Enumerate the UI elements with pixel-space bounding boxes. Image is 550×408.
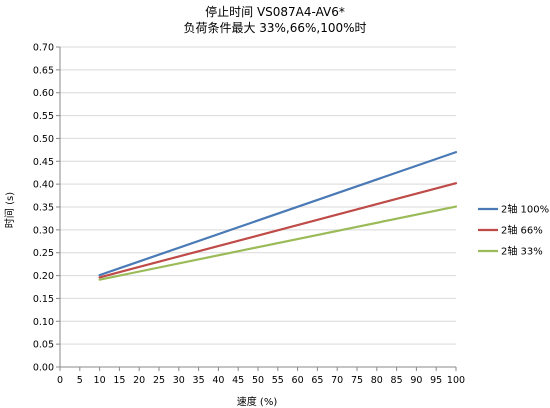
y-tick-label: 0.70 xyxy=(33,43,54,54)
y-tick-label: 0.55 xyxy=(33,111,54,122)
x-tick-label: 80 xyxy=(371,375,383,386)
y-tick-label: 0.30 xyxy=(33,225,54,236)
x-tick-label: 0 xyxy=(57,375,63,386)
x-tick-label: 85 xyxy=(391,375,403,386)
x-tick-label: 10 xyxy=(94,375,106,386)
y-tick-label: 0.45 xyxy=(33,157,54,168)
chart-title: 停止时间 VS087A4-AV6* xyxy=(205,5,345,19)
x-tick-label: 5 xyxy=(77,375,83,386)
x-tick-label: 25 xyxy=(153,375,165,386)
legend: 2轴 100% 2轴 66% 2轴 33% xyxy=(478,203,549,258)
series-line xyxy=(98,151,458,277)
y-tick-label: 0.05 xyxy=(33,340,54,351)
y-tick-label: 0.60 xyxy=(33,88,54,99)
x-tick-label: 75 xyxy=(351,375,363,386)
series-line xyxy=(98,182,458,279)
y-axis-title: 时间 (s) xyxy=(3,192,16,228)
x-tick-label: 45 xyxy=(232,375,244,386)
x-tick-label: 60 xyxy=(292,375,304,386)
y-tick-label: 0.10 xyxy=(33,317,54,328)
series-line xyxy=(98,205,458,281)
x-tick-label: 15 xyxy=(113,375,125,386)
y-tick-label: 0.65 xyxy=(33,65,54,76)
legend-label: 2轴 100% xyxy=(501,203,549,216)
x-tick-label: 70 xyxy=(331,375,343,386)
series-lines xyxy=(98,151,458,281)
x-tick-label: 40 xyxy=(212,375,224,386)
y-tick-label: 0.00 xyxy=(33,363,54,374)
x-tick-label: 50 xyxy=(252,375,264,386)
y-tick-label: 0.35 xyxy=(33,203,54,214)
x-tick-labels: 0 5 10 15 20 25 30 35 40 45 50 55 60 65 70 75 80 85 90 95 10… xyxy=(57,375,465,386)
x-tick-label: 95 xyxy=(430,375,442,386)
y-tick-label: 0.15 xyxy=(33,294,54,305)
x-tick-label: 65 xyxy=(311,375,323,386)
y-tick-label: 0.25 xyxy=(33,248,54,259)
gridlines xyxy=(60,46,456,345)
y-tick-label: 0.50 xyxy=(33,134,54,145)
x-tick-label: 55 xyxy=(272,375,284,386)
y-tick-label: 0.20 xyxy=(33,271,54,282)
x-tick-label: 30 xyxy=(173,375,185,386)
x-tick-label: 35 xyxy=(193,375,205,386)
y-tick-label: 0.40 xyxy=(33,180,54,191)
x-tick-label: 100 xyxy=(447,375,465,386)
legend-label: 2轴 33% xyxy=(501,245,543,258)
x-tick-label: 90 xyxy=(410,375,422,386)
chart-title-block: 停止时间 VS087A4-AV6* 负荷条件最大 33%,66%,100%时 xyxy=(0,4,550,36)
chart-subtitle: 负荷条件最大 33%,66%,100%时 xyxy=(183,21,367,35)
axes xyxy=(56,46,457,371)
x-tick-label: 20 xyxy=(133,375,145,386)
legend-label: 2轴 66% xyxy=(501,224,543,237)
x-axis-title: 速度 (%) xyxy=(237,395,278,408)
y-tick-labels: 0.00 0.05 0.10 0.15 0.20 0.25 0.30 0.35 0.40 0.45… xyxy=(33,43,54,374)
